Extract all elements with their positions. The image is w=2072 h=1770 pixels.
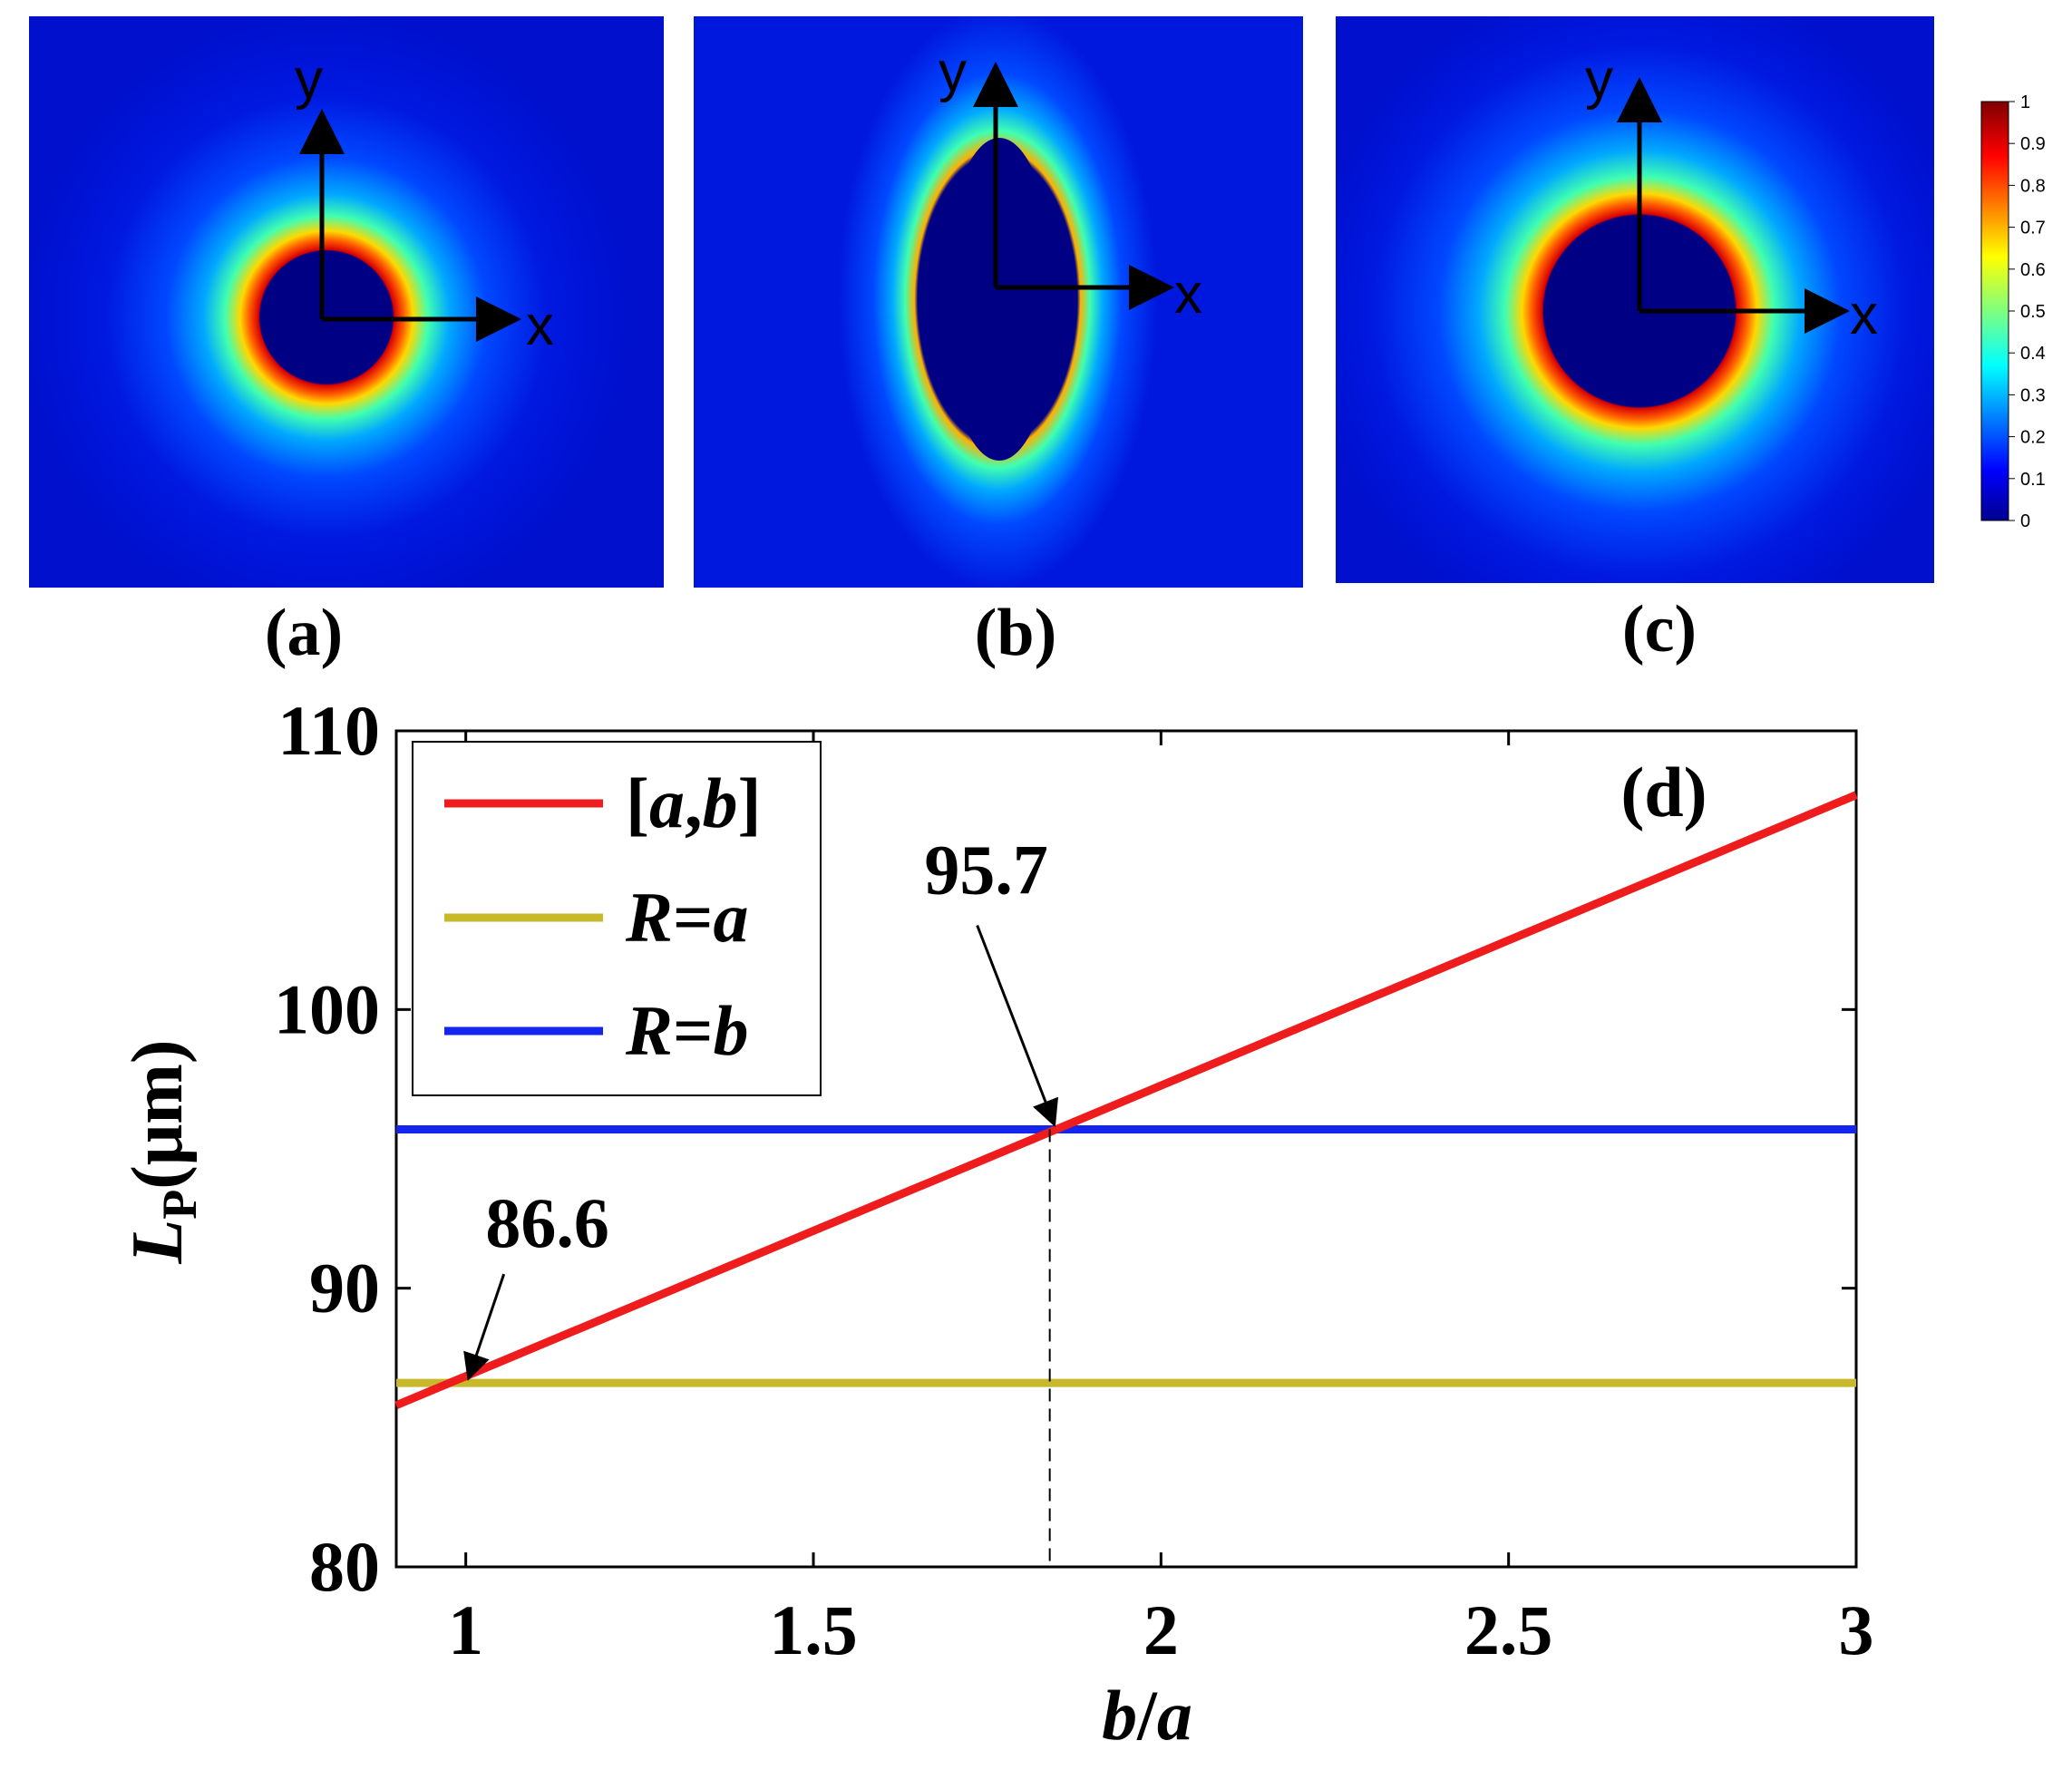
legend-label-r-a: R=a: [625, 878, 748, 957]
colorbar-tick-label-8: 0.2: [2020, 428, 2046, 448]
field-panel-b: y x (b): [694, 16, 1303, 670]
annotation-arrow-0: [463, 1273, 506, 1381]
panel-label-a: (a): [265, 596, 343, 670]
axis-ticks: 1 1.5 2 2.5 3 80 90 100 110: [274, 691, 1874, 1669]
legend-label-r-b: R=b: [625, 991, 748, 1070]
y-axis-title: LP(μm): [118, 1039, 207, 1264]
colorbar-gradient: [1980, 101, 2009, 521]
colorbar-tick-label-9: 0.1: [2020, 470, 2046, 490]
x-tick-label-4: 3: [1839, 1590, 1874, 1669]
colorbar-tick-label-3: 0.7: [2020, 219, 2046, 238]
annotation-label-0: 86.6: [485, 1183, 609, 1262]
panel-label-c: (c): [1622, 592, 1697, 666]
line-chart: 1 1.5 2 2.5 3 80 90 100 110 86.6 95.7 (d) [a,b] R…: [118, 691, 1874, 1755]
x-axis-label-c: x: [1850, 284, 1878, 346]
legend-label-ab: [a,b]: [626, 763, 761, 842]
y-tick-label-2: 100: [274, 969, 380, 1048]
x-tick-label-2: 2: [1143, 1590, 1179, 1669]
legend: [a,b] R=a R=b: [412, 741, 822, 1096]
colorbar-tick-label-6: 0.4: [2020, 344, 2046, 364]
series-lines: [394, 791, 1858, 1409]
field-panel-c: y x (c): [1336, 16, 1934, 666]
y-tick-label-1: 90: [309, 1249, 380, 1328]
colorbar-tick-label-7: 0.3: [2020, 385, 2046, 405]
colorbar-tick-label-2: 0.8: [2020, 176, 2046, 196]
colorbar-tick-label-10: 0: [2020, 511, 2030, 531]
annotation-arrow-1: [976, 924, 1058, 1128]
annotations: 86.6 95.7: [463, 830, 1058, 1381]
colorbar-tick-label-0: 1: [2020, 92, 2030, 112]
colorbar-ticks: 1 0.9 0.8 0.7 0.6 0.5 0.4 0.3 0.2 0.1 0: [2009, 92, 2046, 531]
field-panel-a: y x (a): [29, 16, 664, 670]
x-axis-label-b: x: [1174, 263, 1202, 326]
colorbar-tick-label-1: 0.9: [2020, 134, 2046, 154]
series-line-0: [394, 791, 1858, 1409]
x-axis-label-a: x: [526, 295, 554, 357]
colorbar-tick-label-4: 0.6: [2020, 260, 2046, 280]
y-axis-label-c: y: [1585, 48, 1613, 111]
colorbar-tick-label-5: 0.5: [2020, 302, 2046, 322]
x-tick-label-3: 2.5: [1464, 1590, 1553, 1669]
x-tick-label-1: 1.5: [769, 1590, 858, 1669]
y-axis-label-b: y: [939, 41, 967, 103]
panel-label-b: (b): [975, 596, 1056, 670]
y-tick-label-0: 80: [309, 1527, 380, 1606]
annotation-label-1: 95.7: [924, 830, 1048, 909]
inclusion-ellipse-b: [943, 138, 1055, 461]
x-tick-label-0: 1: [448, 1590, 483, 1669]
y-tick-label-3: 110: [277, 691, 380, 770]
x-axis-title: b/a: [1102, 1676, 1192, 1755]
y-axis-label-a: y: [295, 48, 323, 111]
colorbar: 1 0.9 0.8 0.7 0.6 0.5 0.4 0.3 0.2 0.1 0: [1980, 92, 2046, 531]
panel-label-d: (d): [1620, 753, 1707, 832]
